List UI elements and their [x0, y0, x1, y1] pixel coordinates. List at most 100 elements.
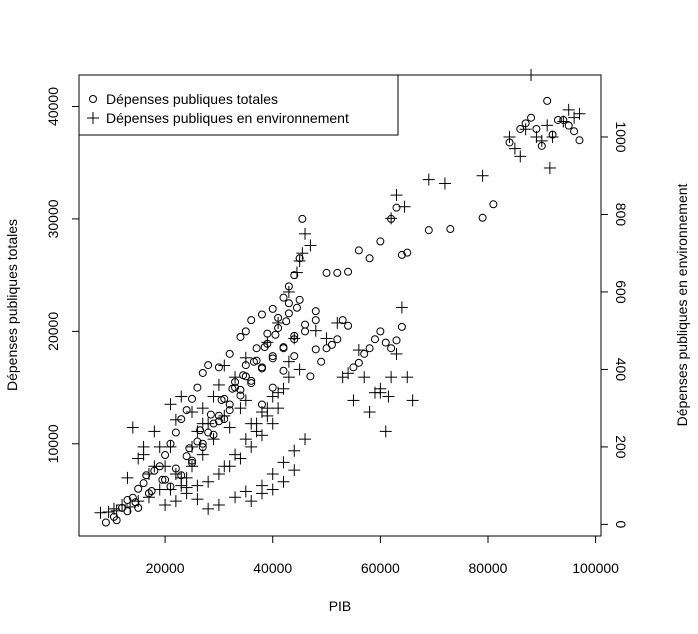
point-totales — [327, 340, 336, 349]
point-totales — [392, 336, 401, 345]
point-environnement — [212, 468, 225, 481]
point-totales — [268, 383, 277, 392]
point-environnement — [525, 69, 538, 81]
point-environnement — [148, 460, 161, 473]
x-tick-label: 60000 — [361, 560, 400, 576]
point-environnement — [218, 460, 231, 473]
point-totales — [370, 335, 379, 344]
point-totales — [161, 475, 170, 484]
point-environnement — [169, 495, 182, 508]
y-tick-label: 30000 — [45, 199, 61, 238]
point-environnement — [124, 500, 137, 513]
point-totales — [543, 96, 552, 105]
point-environnement — [121, 471, 134, 484]
point-totales — [392, 203, 401, 212]
y2-tick-label: 400 — [613, 358, 629, 382]
point-environnement — [304, 239, 317, 252]
point-totales — [198, 439, 207, 448]
point-environnement — [186, 406, 199, 419]
point-totales — [268, 352, 277, 361]
legend: Dépenses publiques totales Dépenses publ… — [78, 74, 399, 136]
point-environnement — [541, 119, 554, 132]
point-environnement — [137, 448, 150, 461]
point-totales — [257, 310, 266, 319]
point-environnement — [102, 505, 115, 518]
point-totales — [228, 384, 237, 393]
point-totales — [247, 376, 256, 385]
point-environnement — [272, 316, 285, 329]
point-totales — [564, 121, 573, 130]
point-environnement — [202, 502, 215, 515]
point-environnement — [261, 402, 274, 415]
point-environnement — [196, 417, 209, 430]
point-environnement — [202, 475, 215, 488]
point-totales — [241, 327, 250, 336]
point-environnement — [239, 394, 252, 407]
point-totales — [188, 394, 197, 403]
point-totales — [344, 267, 353, 276]
point-environnement — [546, 130, 559, 143]
point-environnement — [352, 344, 365, 357]
point-environnement — [142, 491, 155, 504]
point-environnement — [293, 254, 306, 267]
plot-frame — [78, 74, 602, 537]
point-environnement — [395, 301, 408, 314]
point-totales — [284, 309, 293, 318]
point-environnement — [562, 103, 575, 116]
point-environnement — [288, 464, 301, 477]
point-environnement — [398, 200, 411, 213]
point-environnement — [557, 115, 570, 128]
point-totales — [123, 507, 132, 516]
point-environnement — [282, 371, 295, 384]
point-environnement — [277, 456, 290, 469]
point-environnement — [385, 212, 398, 225]
point-totales — [311, 307, 320, 316]
point-environnement — [169, 413, 182, 426]
point-totales — [424, 226, 433, 235]
point-totales — [182, 452, 191, 461]
point-environnement — [159, 499, 172, 512]
legend-box — [78, 74, 399, 136]
point-environnement — [374, 386, 387, 399]
point-totales — [206, 410, 215, 419]
point-totales — [185, 444, 194, 453]
point-totales — [177, 415, 186, 424]
point-environnement — [94, 506, 107, 519]
point-environnement — [234, 402, 247, 415]
point-totales — [397, 250, 406, 259]
point-environnement — [218, 409, 231, 422]
point-environnement — [266, 483, 279, 496]
point-environnement — [169, 468, 182, 481]
point-totales — [268, 354, 277, 363]
point-environnement — [164, 440, 177, 453]
point-environnement — [191, 425, 204, 438]
y-tick-label: 10000 — [45, 424, 61, 463]
point-totales — [575, 136, 584, 145]
point-environnement — [255, 429, 268, 442]
point-totales — [131, 498, 140, 507]
point-environnement — [110, 504, 123, 517]
data-marks — [94, 69, 586, 527]
x-tick-label: 40000 — [253, 560, 292, 576]
point-environnement — [148, 425, 161, 438]
point-environnement — [363, 406, 376, 419]
point-environnement — [207, 390, 220, 403]
point-environnement — [180, 481, 193, 494]
point-environnement — [347, 394, 360, 407]
point-totales — [489, 200, 498, 209]
y-tick-label: 40000 — [45, 87, 61, 126]
x-axis-label: PIB — [329, 598, 352, 614]
point-environnement — [272, 402, 285, 415]
point-totales — [290, 352, 299, 361]
point-environnement — [164, 483, 177, 496]
point-totales — [236, 391, 245, 400]
y2-tick-label: 0 — [613, 520, 629, 528]
point-environnement — [107, 502, 120, 515]
point-environnement — [159, 460, 172, 473]
point-totales — [354, 358, 363, 367]
x-tick-label: 20000 — [146, 560, 185, 576]
point-totales — [317, 357, 326, 366]
point-environnement — [218, 359, 231, 372]
point-environnement — [379, 425, 392, 438]
point-environnement — [229, 448, 242, 461]
